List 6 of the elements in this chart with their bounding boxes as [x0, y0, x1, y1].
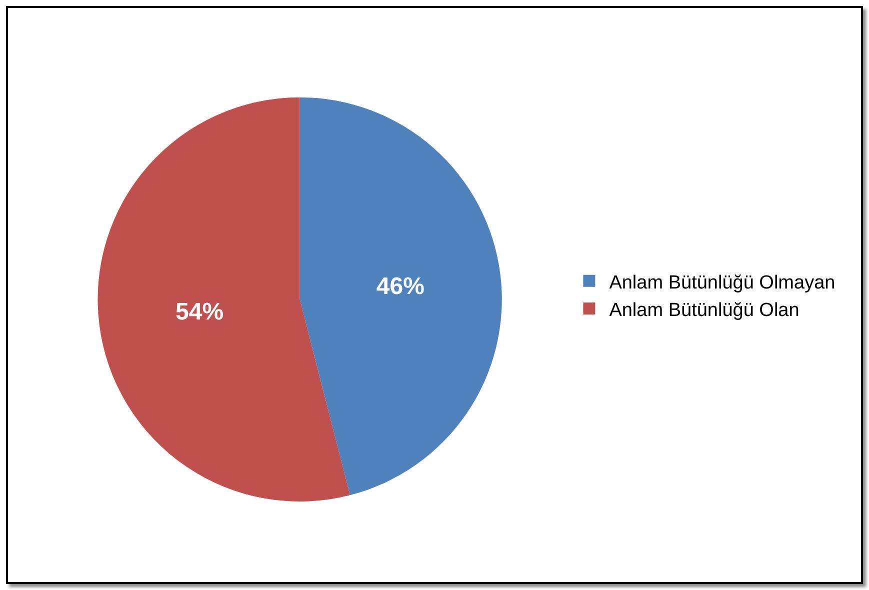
pie-slice	[300, 97, 502, 496]
legend-label: Anlam Bütünlüğü Olan	[609, 300, 800, 321]
legend-label: Anlam Bütünlüğü Olmayan	[609, 272, 836, 294]
data-label: 46%	[376, 273, 424, 300]
data-label: 54%	[176, 298, 224, 326]
pie-slice	[98, 97, 350, 502]
